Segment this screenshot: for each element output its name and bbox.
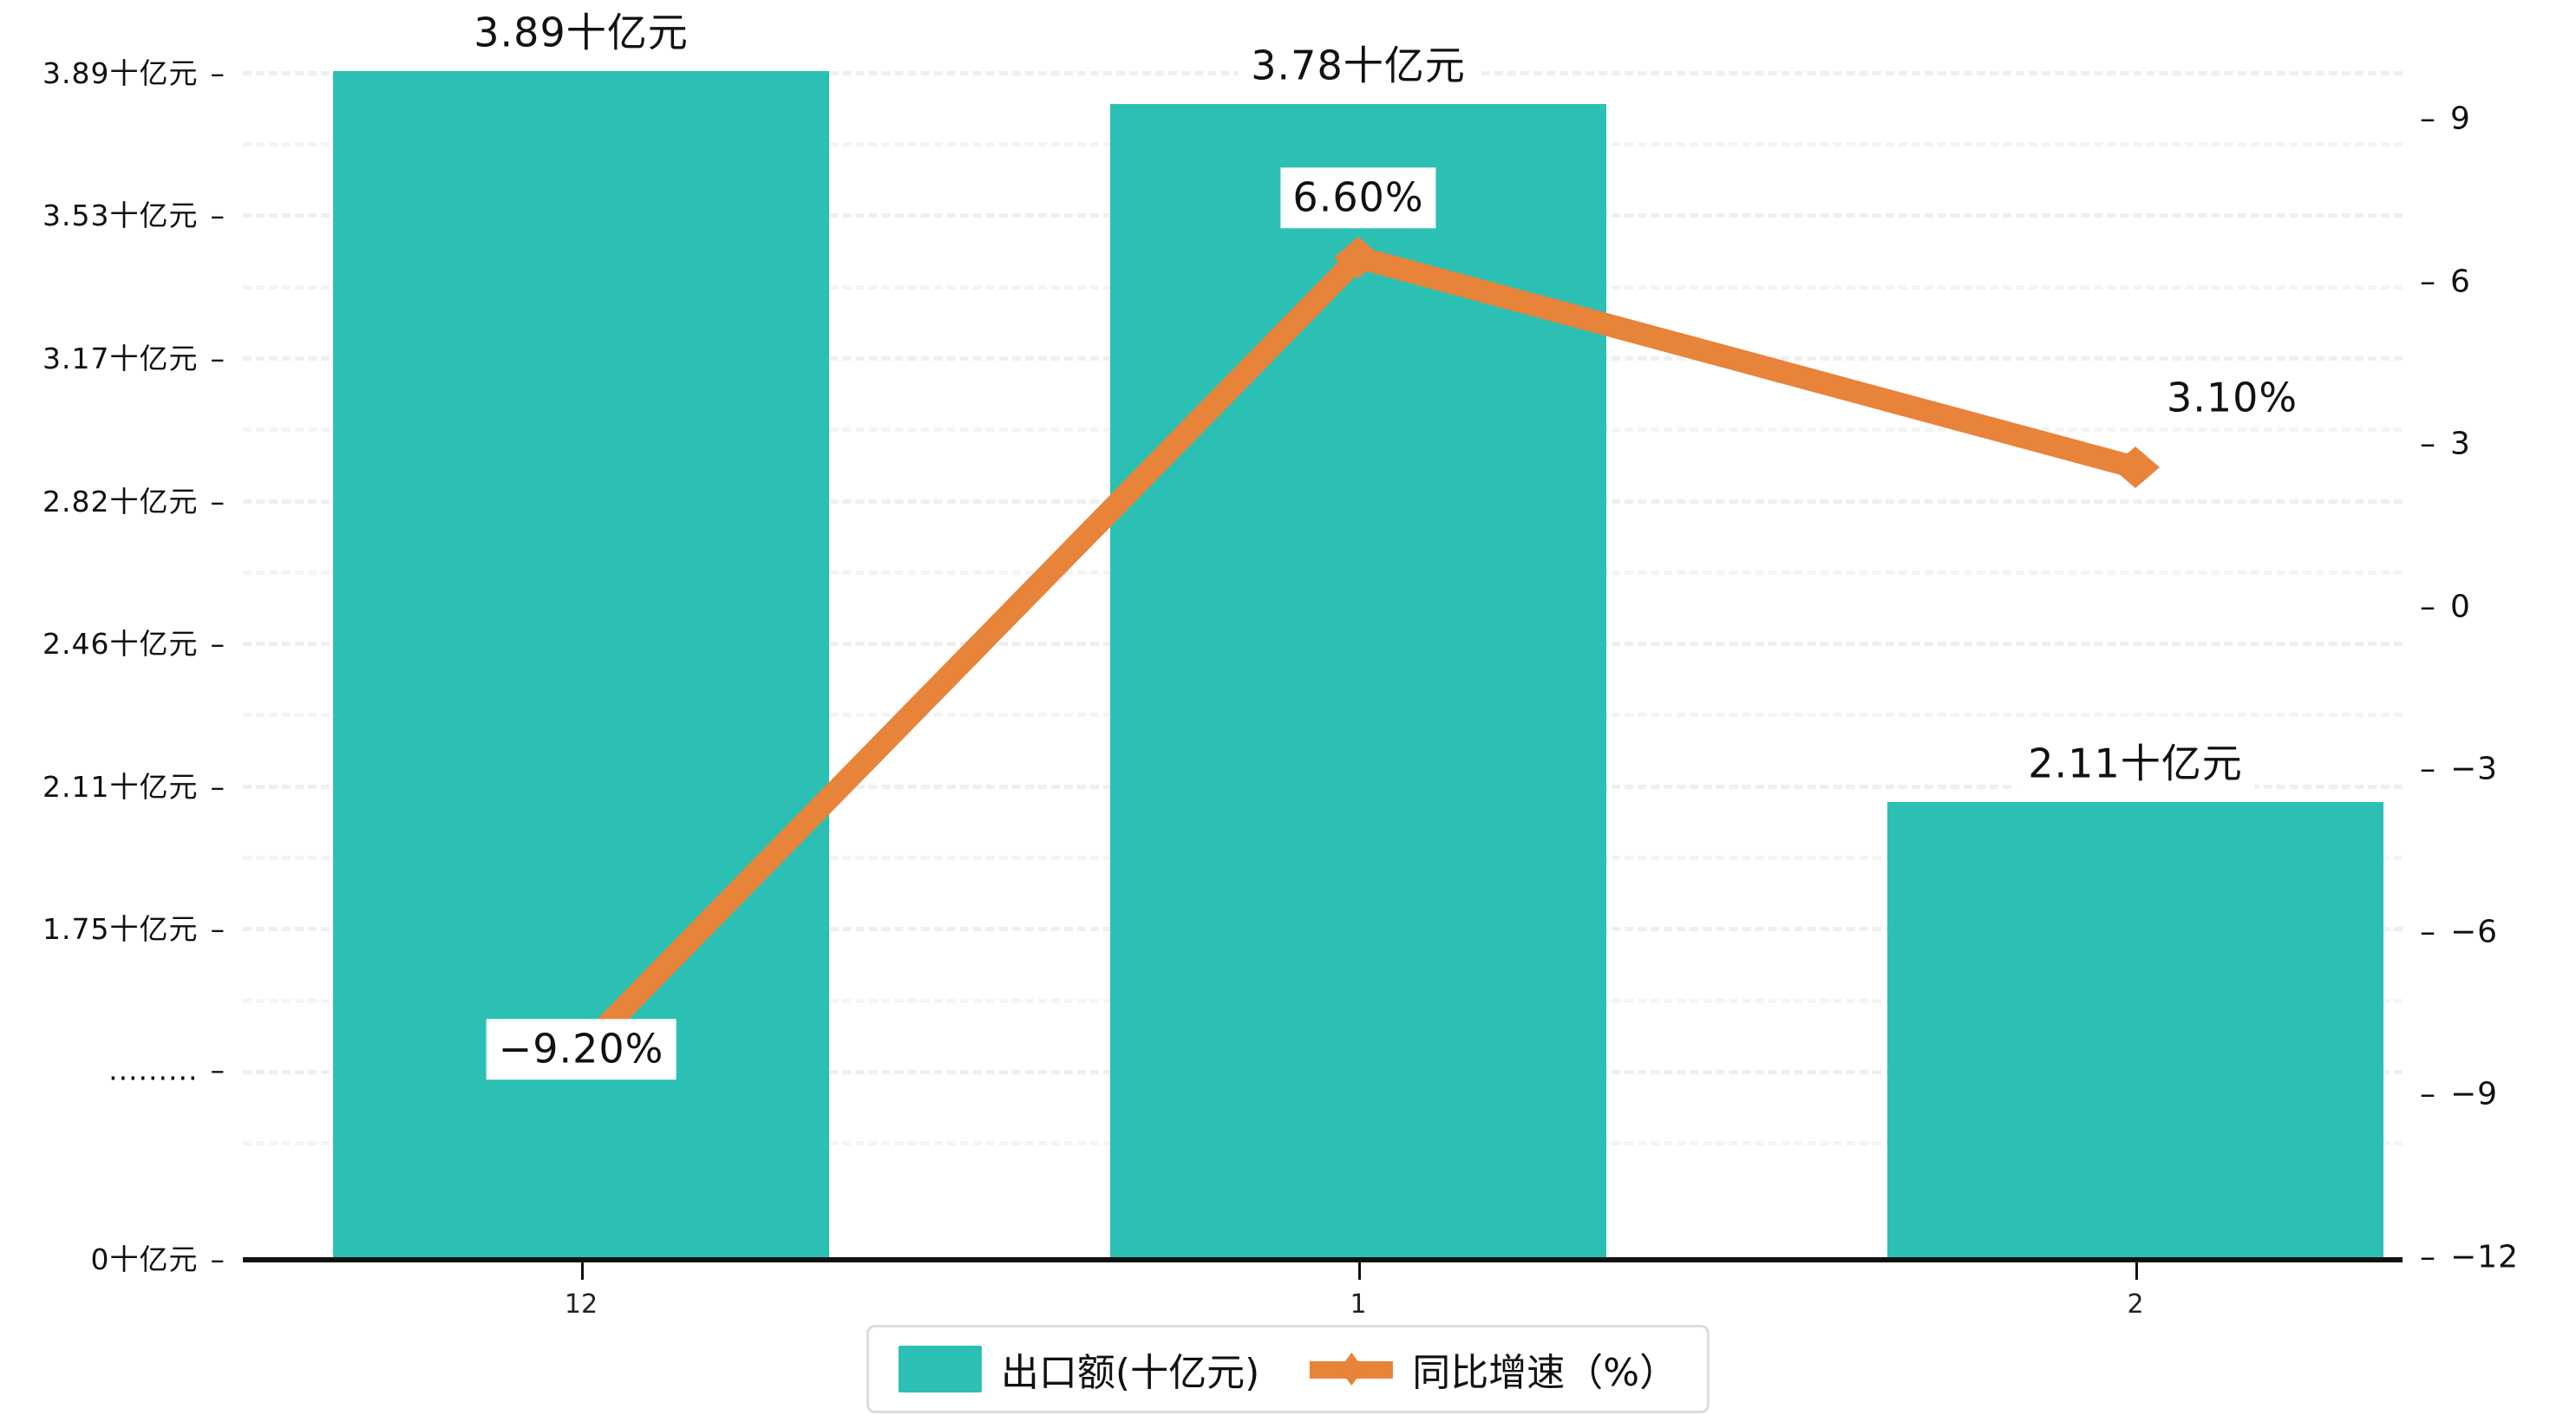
ytick-right-label: −3 bbox=[2450, 751, 2499, 787]
ytick-left-label: 3.53十亿元 bbox=[42, 199, 199, 232]
ytick-right-0: –0 bbox=[2420, 590, 2471, 625]
ytick-right-label: −9 bbox=[2450, 1076, 2499, 1112]
tick-dash-icon: – bbox=[210, 627, 226, 661]
ytick-right-neg6: – −6 bbox=[2420, 915, 2498, 950]
bar-label-1: 3.78十亿元 bbox=[1239, 36, 1478, 96]
ytick-right-label: 9 bbox=[2450, 101, 2471, 137]
ytick-left-353: 3.53十亿元 – bbox=[42, 192, 226, 234]
tick-dash-icon: – bbox=[2420, 914, 2436, 950]
ytick-left-389: 3.89十亿元 – bbox=[42, 50, 226, 92]
tick-dash-icon: – bbox=[210, 770, 226, 804]
bar-2[interactable] bbox=[1887, 802, 2383, 1257]
tick-dash-icon: – bbox=[2420, 426, 2436, 462]
tick-dash-icon: – bbox=[2420, 1239, 2436, 1275]
tick-dash-icon: – bbox=[2420, 589, 2436, 625]
xtick-mark bbox=[2135, 1257, 2138, 1280]
ytick-left-label: 3.89十亿元 bbox=[42, 56, 199, 90]
legend-label-bar: 出口额(十亿元) bbox=[1000, 1351, 1260, 1395]
xtick-mark bbox=[581, 1257, 584, 1280]
ytick-right-label: −12 bbox=[2450, 1239, 2519, 1275]
legend-item-bar[interactable]: 出口额(十亿元) bbox=[898, 1341, 1260, 1397]
xtick-label-2: 2 bbox=[2127, 1289, 2144, 1320]
line-marker-1 bbox=[1334, 237, 1383, 278]
ytick-right-neg3: – −3 bbox=[2420, 752, 2498, 787]
ytick-left-175: 1.75十亿元 – bbox=[42, 906, 226, 948]
ytick-right-3: –3 bbox=[2420, 427, 2471, 462]
ytick-left-211: 2.11十亿元 – bbox=[42, 764, 226, 805]
x-axis-line bbox=[243, 1257, 2403, 1262]
xtick-label-1: 1 bbox=[1350, 1289, 1367, 1320]
ytick-right-label: 6 bbox=[2450, 264, 2471, 300]
ytick-left-246: 2.46十亿元 – bbox=[42, 621, 226, 662]
ytick-left-label: 2.11十亿元 bbox=[42, 770, 199, 804]
tick-dash-icon: – bbox=[210, 199, 226, 232]
line-marker-2 bbox=[2111, 447, 2160, 488]
ytick-right-neg9: – −9 bbox=[2420, 1077, 2498, 1112]
legend: 出口额(十亿元) 同比增速（%） bbox=[866, 1325, 1710, 1413]
bar-label-2: 2.11十亿元 bbox=[2016, 734, 2255, 794]
tick-dash-icon: – bbox=[210, 342, 226, 375]
ytick-left-label: 3.17十亿元 bbox=[42, 342, 199, 375]
ytick-right-9: –9 bbox=[2420, 101, 2471, 137]
ytick-left-0: 0十亿元 – bbox=[91, 1236, 226, 1278]
tick-dash-icon: – bbox=[2420, 1076, 2436, 1112]
ytick-right-neg12: – −12 bbox=[2420, 1240, 2519, 1275]
tick-dash-icon: – bbox=[210, 912, 226, 946]
line-label-12: −9.20% bbox=[486, 1019, 677, 1079]
ytick-left-label: 2.82十亿元 bbox=[42, 485, 199, 518]
ytick-left-label: ......... bbox=[108, 1053, 199, 1087]
ytick-left-282: 2.82十亿元 – bbox=[42, 479, 226, 520]
ytick-left-label: 0十亿元 bbox=[90, 1242, 199, 1276]
bar-swatch-icon bbox=[898, 1346, 982, 1392]
tick-dash-icon: – bbox=[210, 56, 226, 90]
growth-line bbox=[572, 246, 2139, 1060]
bar-label-12: 3.89十亿元 bbox=[461, 3, 701, 63]
ytick-right-label: 0 bbox=[2450, 589, 2471, 625]
tick-dash-icon: – bbox=[210, 1053, 226, 1087]
legend-item-line[interactable]: 同比增速（%） bbox=[1310, 1341, 1677, 1397]
tick-dash-icon: – bbox=[210, 485, 226, 518]
line-label-2: 3.10% bbox=[2167, 374, 2298, 421]
ytick-left-label: 2.46十亿元 bbox=[42, 627, 199, 661]
ytick-right-label: 3 bbox=[2450, 426, 2471, 462]
tick-dash-icon: – bbox=[2420, 751, 2436, 787]
ytick-right-label: −6 bbox=[2450, 914, 2499, 950]
ytick-left-317: 3.17十亿元 – bbox=[42, 336, 226, 377]
tick-dash-icon: – bbox=[210, 1242, 226, 1276]
ytick-right-6: –6 bbox=[2420, 264, 2471, 300]
tick-dash-icon: – bbox=[2420, 264, 2436, 300]
line-label-1: 6.60% bbox=[1280, 167, 1436, 228]
plot-area: 3.89十亿元 3.78十亿元 2.11十亿元 −9.20% 6.60% 3.1… bbox=[243, 0, 2403, 1320]
xtick-mark bbox=[1358, 1257, 1361, 1280]
ytick-left-label: 1.75十亿元 bbox=[42, 912, 199, 946]
tick-dash-icon: – bbox=[2420, 101, 2436, 137]
xtick-label-12: 12 bbox=[564, 1289, 598, 1320]
line-diamond-swatch-icon bbox=[1310, 1346, 1394, 1392]
ytick-left-dots: ......... – bbox=[108, 1053, 226, 1087]
legend-label-line: 同比增速（%） bbox=[1412, 1351, 1678, 1395]
